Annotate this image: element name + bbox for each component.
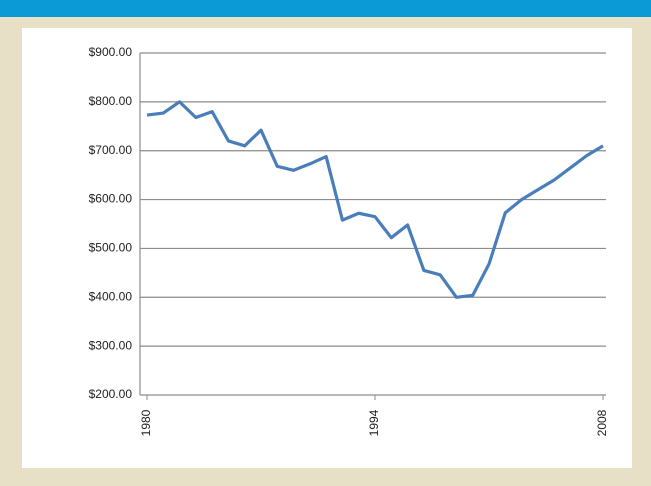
x-tick-label: 2008 — [595, 409, 609, 436]
y-tick-label: $200.00 — [89, 387, 133, 401]
y-tick-label: $900.00 — [89, 45, 133, 59]
y-tick-label: $500.00 — [89, 241, 133, 255]
x-tick-label: 1980 — [139, 409, 153, 436]
y-tick-label: $600.00 — [89, 192, 133, 206]
y-tick-label: $300.00 — [89, 338, 133, 352]
data-line — [146, 100, 604, 299]
y-tick-label: $800.00 — [89, 94, 133, 108]
x-tick-label: 1994 — [367, 409, 381, 436]
header-bar — [0, 0, 651, 17]
y-tick-label: $400.00 — [89, 289, 133, 303]
y-tick-label: $700.00 — [89, 143, 133, 157]
